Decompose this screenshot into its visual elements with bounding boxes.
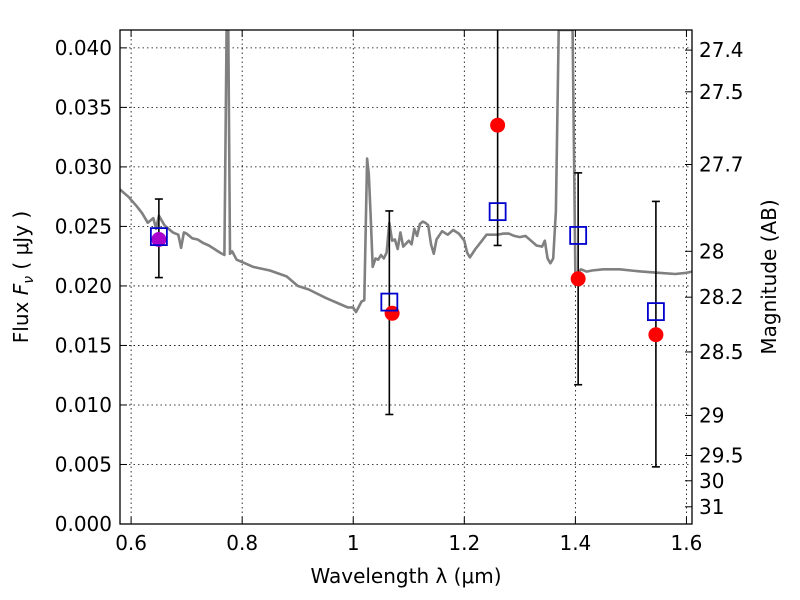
plot-area [120, 30, 692, 468]
plot-frame [119, 29, 693, 525]
y2-tick-label: 29.5 [699, 444, 744, 468]
y-tick-label: 0.015 [55, 333, 112, 357]
model-point [490, 117, 506, 133]
y-tick-label: 0.005 [55, 452, 112, 476]
y2-tick-label: 28 [699, 239, 724, 263]
grid-lines [120, 30, 692, 524]
axis-ticks: 0.6 0.8 1 1.2 1.4 1.6 0.000 0.005 0.010 0.015 0.02… [55, 30, 744, 555]
y-tick-label: 0.035 [55, 95, 112, 119]
model-point [648, 327, 664, 343]
model-point [151, 232, 167, 248]
observed-point [647, 302, 665, 322]
y2-tick-label: 29 [699, 403, 724, 427]
y-axis-title: Flux Fν ( μJy ) [9, 211, 37, 343]
y2-axis-title: Magnitude (AB) [757, 199, 781, 354]
x-tick-label: 1.6 [671, 531, 703, 555]
x-tick-label: 1 [347, 531, 360, 555]
y2-tick-label: 27.4 [699, 38, 744, 62]
observed-point [569, 226, 588, 245]
template-spectrum-line [120, 30, 692, 314]
model-point [570, 271, 586, 287]
y-tick-label: 0.020 [55, 274, 112, 298]
x-tick-label: 0.6 [115, 531, 147, 555]
y-tick-label: 0.030 [55, 155, 112, 179]
y2-tick-label: 28.5 [699, 340, 744, 364]
y2-tick-label: 27.5 [699, 80, 744, 104]
model-point [384, 305, 400, 321]
observed-point [380, 292, 399, 312]
observed-point [488, 202, 507, 222]
y-tick-label: 0.025 [55, 214, 112, 238]
y2-tick-label: 31 [699, 495, 724, 519]
x-axis-title: Wavelength λ (μm) [310, 564, 501, 588]
y-tick-label: 0.010 [55, 393, 112, 417]
y2-tick-label: 30 [699, 469, 724, 493]
observed-point [149, 227, 168, 247]
y-tick-label: 0.040 [55, 36, 112, 60]
y2-tick-label: 28.2 [699, 285, 744, 309]
y2-tick-label: 27.7 [699, 153, 744, 177]
x-tick-label: 0.8 [226, 531, 258, 555]
x-tick-label: 1.4 [559, 531, 591, 555]
y-tick-label: 0.000 [55, 512, 112, 536]
x-tick-label: 1.2 [448, 531, 480, 555]
